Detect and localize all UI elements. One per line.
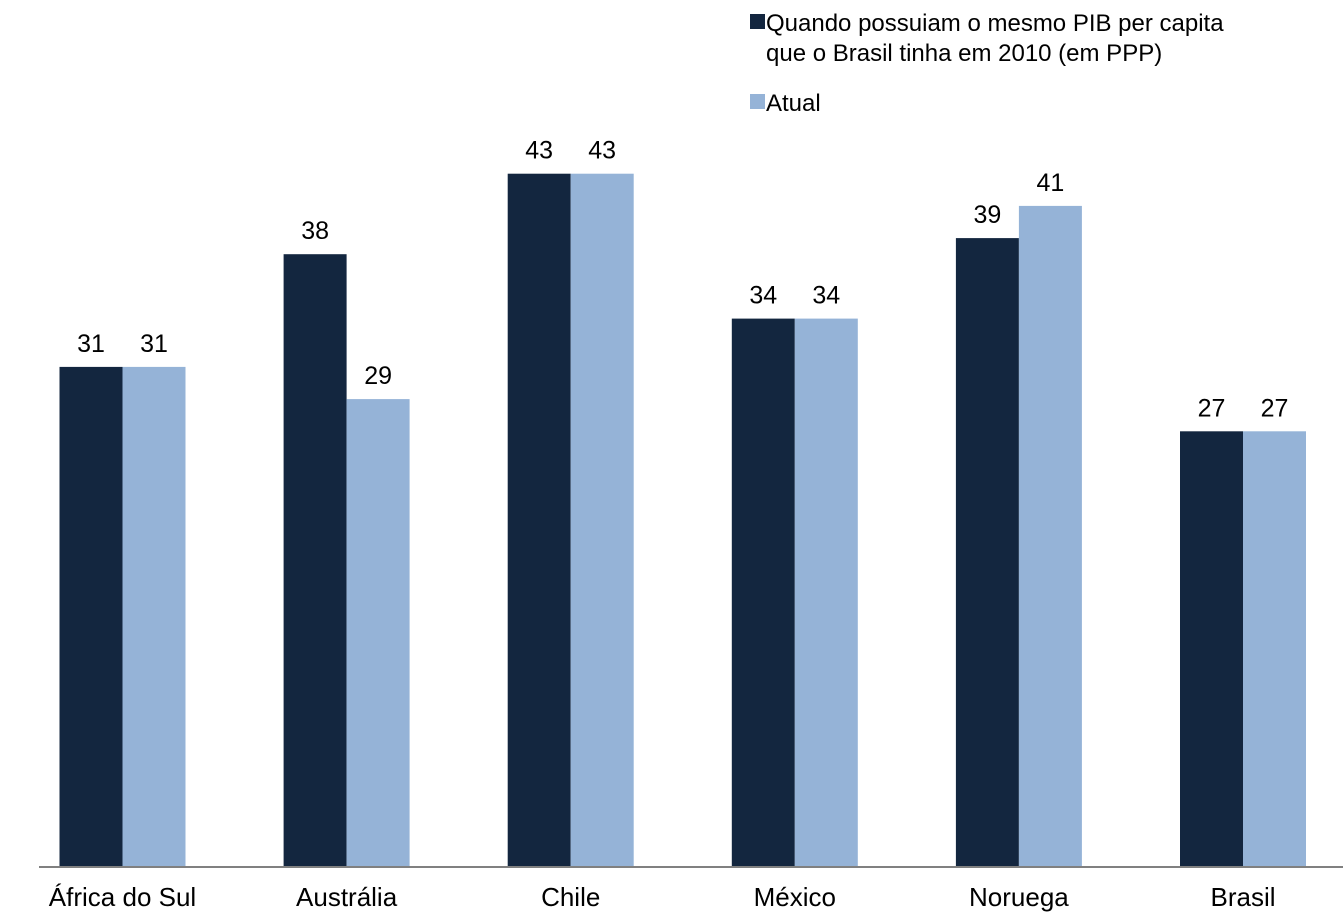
legend-label-1-line-1: Quando possuiam o mesmo PIB per capita [766,10,1224,37]
category-label-5: Brasil [1210,882,1275,912]
value-label-series2-1: 29 [364,362,392,390]
bar-series1-4 [955,238,1019,867]
value-label-series2-5: 27 [1261,394,1289,422]
value-label-series1-2: 43 [525,137,553,165]
bar-series2-5 [1243,431,1306,866]
value-label-series1-5: 27 [1198,394,1226,422]
value-label-series2-0: 31 [140,330,168,358]
bar-series1-5 [1180,431,1243,866]
category-label-4: Noruega [969,882,1069,912]
value-label-series2-2: 43 [588,137,616,165]
value-label-series2-4: 41 [1036,169,1064,197]
bar-series2-2 [570,173,634,866]
category-label-2: Chile [541,882,600,912]
bar-series1-2 [507,173,571,866]
value-label-series1-3: 34 [749,282,777,310]
category-label-1: Austrália [296,882,398,912]
value-label-series1-0: 31 [77,330,105,358]
bar-series1-3 [731,318,795,867]
value-label-series1-4: 39 [973,201,1001,229]
legend-label-1-line-2: que o Brasil tinha em 2010 (em PPP) [766,40,1162,67]
category-label-0: África do Sul [49,882,196,912]
category-labels-group: África do Sul Austrália Chile México Noruega… [49,882,1276,912]
value-labels-group: 31 31 38 29 43 43 34 34 39 41 27 27 [77,137,1288,423]
value-label-series1-1: 38 [301,217,329,245]
bars-group [59,173,1306,867]
legend-label-2-line-1: Atual [766,90,821,117]
bar-series2-3 [794,318,858,867]
bar-series2-4 [1018,205,1082,866]
category-label-3: México [754,882,836,912]
legend-swatch-1 [750,14,765,29]
legend-swatch-2 [750,94,765,109]
bar-series1-0 [59,366,123,866]
bar-series2-1 [346,399,410,866]
bar-series2-0 [122,366,186,866]
bar-series1-1 [283,254,347,866]
legend: Quando possuiam o mesmo PIB per capita qu… [750,10,1224,117]
value-label-series2-3: 34 [812,282,840,310]
